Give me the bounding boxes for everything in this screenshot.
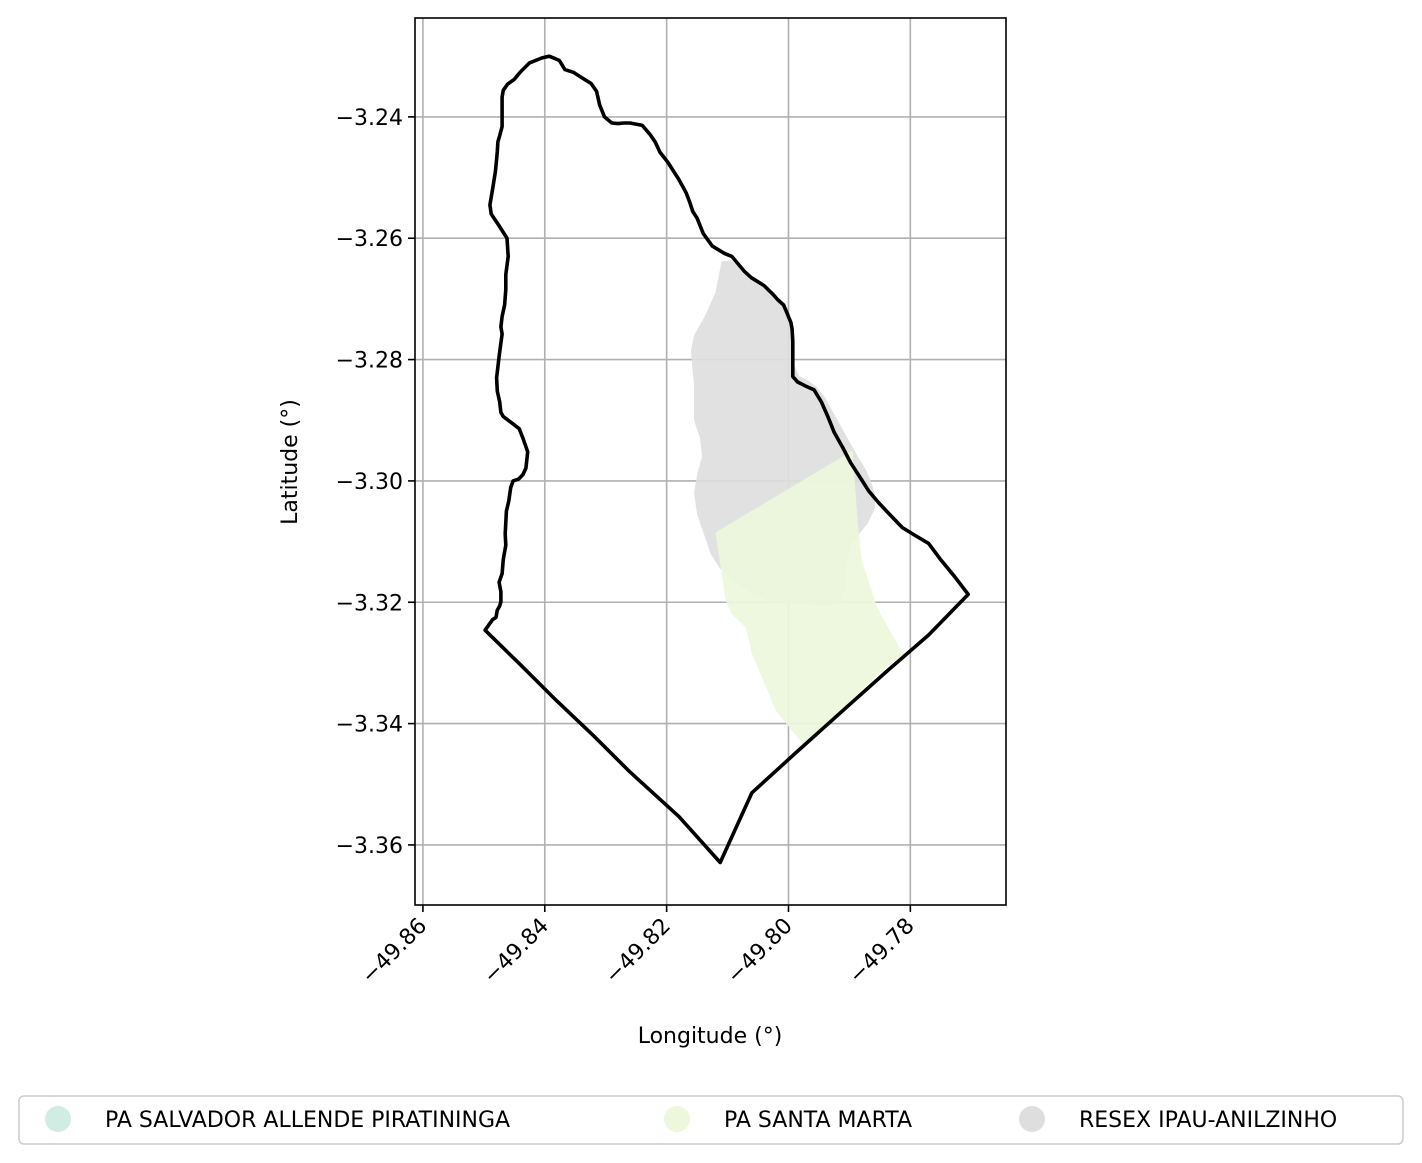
map-boundary [483,54,971,865]
y-tick-label: −3.34 [336,713,403,738]
area-pa-santa-marta [715,450,903,745]
boundary-outline [483,54,971,865]
plot-frame [414,17,1007,906]
y-tick-label: −3.24 [336,106,403,131]
legend-marker-santa-marta [664,1106,690,1132]
x-tick-label: −49.84 [479,914,554,989]
x-tick-label: −49.80 [722,914,797,989]
y-axis-label: Latitude (°) [278,399,303,525]
y-tick-label: −3.30 [336,470,403,495]
legend-label-salvador-allende: PA SALVADOR ALLENDE PIRATININGA [105,1108,510,1133]
legend-label-santa-marta: PA SANTA MARTA [724,1108,912,1133]
y-tick-label: −3.26 [336,227,403,252]
y-tick-label: −3.28 [336,349,403,374]
x-tick-label: −49.82 [601,914,676,989]
legend-marker-salvador-allende [45,1106,71,1132]
x-tick-label: −49.78 [844,914,919,989]
x-axis-label: Longitude (°) [638,1024,783,1049]
legend: PA SALVADOR ALLENDE PIRATININGA PA SANTA… [18,1095,1404,1145]
y-tick-label: −3.36 [336,834,403,859]
legend-frame [18,1095,1404,1145]
y-tick-label: −3.32 [336,591,403,616]
legend-marker-resex [1019,1106,1045,1132]
map-areas [691,260,903,745]
legend-label-resex: RESEX IPAU-ANILZINHO [1079,1108,1337,1133]
x-tick-label: −49.86 [357,914,432,989]
